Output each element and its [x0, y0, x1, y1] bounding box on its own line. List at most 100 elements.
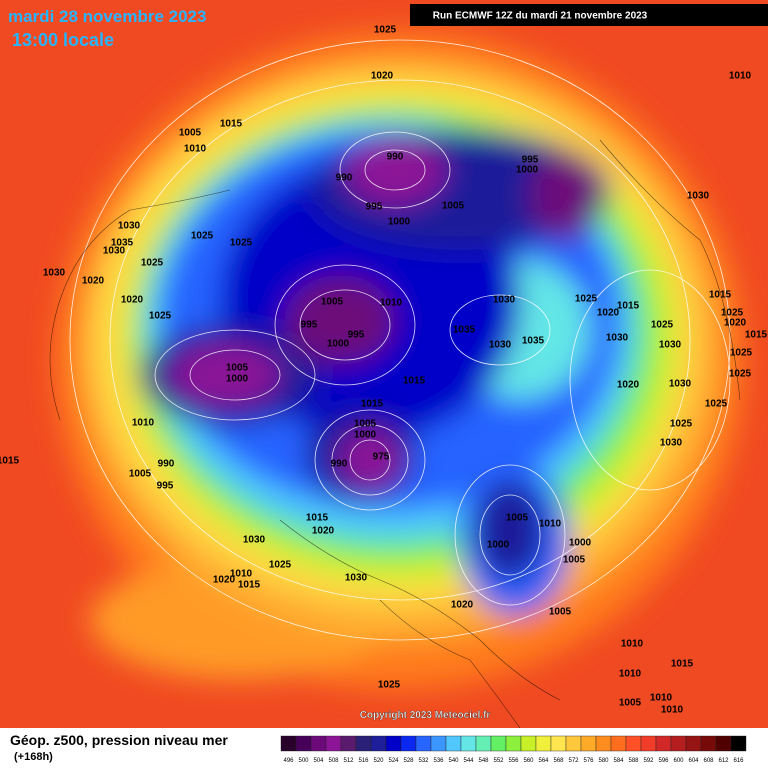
isobar-label: 1000 — [388, 217, 411, 228]
legend-swatch — [400, 735, 417, 752]
isobar-label: 1020 — [312, 526, 335, 537]
legend: 496 500 504 508 512 516 520 524 528 532 536 540 544 5… — [280, 735, 747, 764]
legend-label: 504 — [313, 758, 324, 764]
run-info: Run ECMWF 12Z du mardi 21 novembre 2023 — [433, 11, 648, 22]
isobar-label: 990 — [158, 459, 175, 470]
legend-label: 564 — [538, 758, 549, 764]
isobar-label: 1035 — [111, 238, 134, 249]
isobar-label: 1030 — [103, 246, 126, 257]
isobar-label: 1015 — [238, 580, 261, 591]
legend-swatch — [385, 735, 402, 752]
isobar-label: 1025 — [141, 258, 164, 269]
isobar-label: 1015 — [361, 399, 384, 410]
isobar-label: 1005 — [506, 513, 529, 524]
isobar-label: 1025 — [149, 311, 172, 322]
isobar-label: 1015 — [671, 659, 694, 670]
legend-label: 552 — [493, 758, 504, 764]
isobar-label: 1030 — [489, 340, 512, 351]
isobar-label: 1005 — [563, 555, 586, 566]
isobar-label: 995 — [157, 481, 174, 492]
isobar-label: 1015 — [0, 456, 20, 467]
legend-swatch — [460, 735, 477, 752]
isobar-label: 1010 — [132, 418, 155, 429]
isobar-label: 1005 — [442, 201, 465, 212]
isobar-label: 995 — [366, 202, 383, 213]
legend-swatch — [580, 735, 597, 752]
isobar-label: 1030 — [687, 191, 710, 202]
isobar-label: 1010 — [380, 298, 403, 309]
legend-label: 556 — [508, 758, 519, 764]
legend-label: 604 — [688, 758, 699, 764]
isobar-label: 1020 — [597, 308, 620, 319]
isobar-label: 1020 — [451, 600, 474, 611]
isobar-label: 1005 — [619, 698, 642, 709]
legend-label: 528 — [403, 758, 414, 764]
isobar-label: 1000 — [516, 165, 539, 176]
isobar-label: 1025 — [230, 238, 253, 249]
isobar-label: 1010 — [729, 71, 752, 82]
isobar-label: 1005 — [129, 469, 152, 480]
legend-label: 524 — [388, 758, 399, 764]
time: 13:00 locale — [12, 30, 114, 50]
legend-swatch — [700, 735, 717, 752]
legend-swatch — [610, 735, 627, 752]
isobar-label: 1005 — [549, 607, 572, 618]
legend-swatch — [715, 735, 732, 752]
legend-swatch — [550, 735, 567, 752]
legend-label: 560 — [523, 758, 534, 764]
field — [0, 0, 768, 728]
isobar-label: 995 — [348, 330, 365, 341]
legend-swatch — [685, 735, 702, 752]
legend-swatch — [730, 735, 747, 752]
isobar-label: 1020 — [213, 575, 236, 586]
legend-label: 508 — [328, 758, 339, 764]
isobar-label: 1015 — [745, 330, 768, 341]
isobar-label: 1015 — [403, 376, 426, 387]
legend-label: 580 — [598, 758, 609, 764]
isobar-label: 1020 — [371, 71, 394, 82]
isobar-label: 1030 — [345, 573, 368, 584]
legend-swatch — [640, 735, 657, 752]
isobar-label: 1025 — [269, 560, 292, 571]
isobar-label: 1015 — [617, 301, 640, 312]
isobar-label: 1010 — [650, 693, 673, 704]
isobar-label: 1010 — [539, 519, 562, 530]
legend-swatch — [520, 735, 537, 752]
isobar-label: 1035 — [522, 336, 545, 347]
isobar-label: 1025 — [729, 369, 752, 380]
legend-swatch — [475, 735, 492, 752]
legend-swatch — [655, 735, 672, 752]
legend-swatch — [565, 735, 582, 752]
legend-label: 592 — [643, 758, 654, 764]
legend-label: 576 — [583, 758, 594, 764]
legend-label: 600 — [673, 758, 684, 764]
isobar-label: 1025 — [730, 348, 753, 359]
isobar-label: 995 — [522, 155, 539, 166]
isobar-label: 1020 — [617, 380, 640, 391]
isobar-label: 1020 — [82, 276, 105, 287]
isobar-label: 1030 — [669, 379, 692, 390]
legend-swatch — [430, 735, 447, 752]
legend-swatch — [505, 735, 522, 752]
isobar-label: 1005 — [226, 363, 249, 374]
legend-label: 568 — [553, 758, 564, 764]
copyright: Copyright 2023 Meteociel.fr — [360, 710, 491, 721]
date: mardi 28 novembre 2023 — [8, 7, 206, 26]
isobar-label: 990 — [387, 152, 404, 163]
legend-label: 608 — [703, 758, 714, 764]
legend-label: 536 — [433, 758, 444, 764]
isobar-label: 1030 — [660, 438, 683, 449]
isobar-label: 1030 — [118, 221, 141, 232]
legend-label: 500 — [298, 758, 309, 764]
legend-swatch — [340, 735, 357, 752]
isobar-label: 1015 — [709, 290, 732, 301]
isobar-label: 1025 — [191, 231, 214, 242]
legend-swatch — [670, 735, 687, 752]
isobar-label: 995 — [301, 320, 318, 331]
isobar-label: 1015 — [306, 513, 329, 524]
isobar-label: 1030 — [243, 535, 266, 546]
legend-label: 572 — [568, 758, 579, 764]
legend-label: 544 — [463, 758, 474, 764]
isobar-label: 1005 — [321, 297, 344, 308]
